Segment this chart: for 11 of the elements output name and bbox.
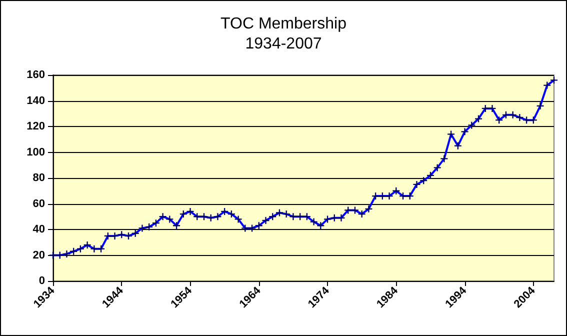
y-tick-label: 40: [32, 224, 45, 236]
y-tick-label: 120: [26, 120, 45, 132]
y-tick-label: 100: [26, 146, 45, 158]
chart-title: TOC Membership: [220, 16, 347, 32]
y-tick-label: 140: [26, 94, 45, 107]
y-tick-label: 160: [26, 69, 45, 81]
y-tick-label: 60: [32, 198, 45, 210]
y-tick-label: 20: [32, 249, 45, 262]
chart-subtitle: 1934-2007: [245, 36, 322, 52]
y-tick-label: 0: [38, 275, 45, 287]
y-tick-label: 80: [32, 172, 45, 184]
